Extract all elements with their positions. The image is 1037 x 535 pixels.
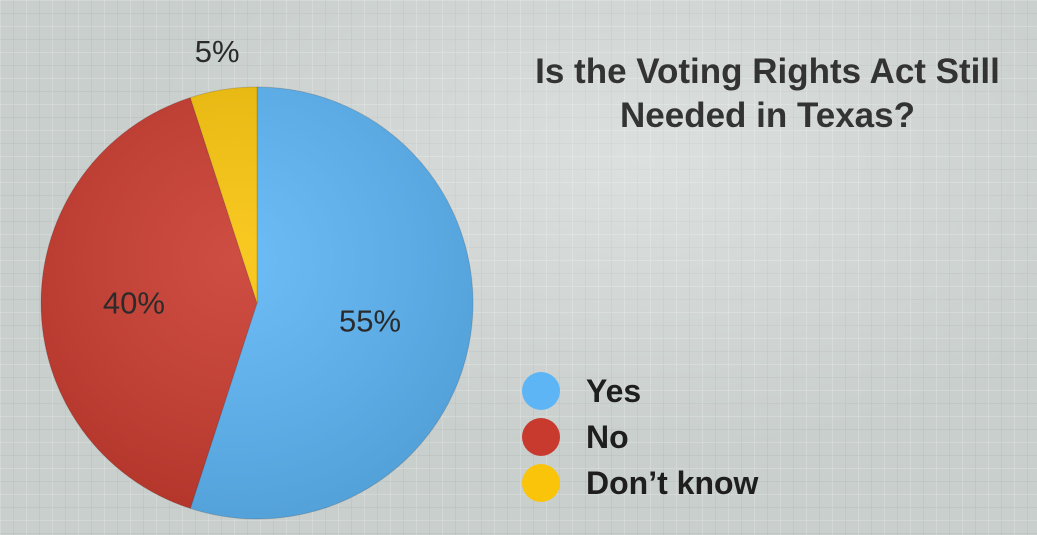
- legend-swatch-dont-know: [522, 464, 560, 502]
- legend-label-dont-know: Don’t know: [586, 464, 759, 501]
- legend-item-dont-know: Don’t know: [522, 460, 758, 506]
- legend-swatch-no: [522, 418, 560, 456]
- legend-item-yes: Yes: [522, 368, 758, 414]
- legend: Yes No Don’t know: [522, 368, 758, 506]
- slice-label-no: 40%: [103, 286, 165, 321]
- legend-label-no: No: [586, 418, 629, 455]
- legend-item-no: No: [522, 414, 758, 460]
- slice-label-yes: 55%: [339, 303, 401, 338]
- slice-label-dont-know: 5%: [195, 34, 240, 69]
- legend-swatch-yes: [522, 372, 560, 410]
- chart-title: Is the Voting Rights Act Still Needed in…: [535, 52, 1000, 135]
- legend-label-yes: Yes: [586, 372, 642, 409]
